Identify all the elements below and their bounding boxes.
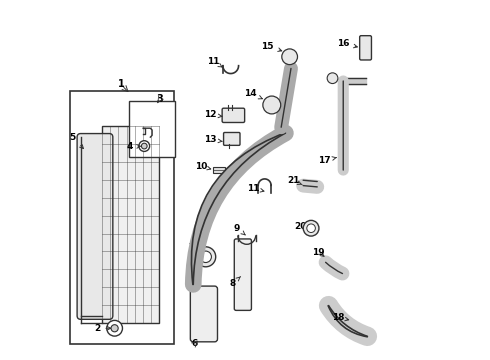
Circle shape bbox=[142, 143, 147, 149]
FancyBboxPatch shape bbox=[102, 126, 159, 323]
Text: 20: 20 bbox=[294, 222, 309, 231]
Circle shape bbox=[282, 49, 297, 64]
Circle shape bbox=[196, 247, 216, 267]
Text: 13: 13 bbox=[204, 135, 222, 144]
FancyBboxPatch shape bbox=[223, 132, 240, 145]
Circle shape bbox=[263, 96, 281, 114]
Text: 9: 9 bbox=[234, 224, 245, 235]
Text: 1: 1 bbox=[119, 78, 125, 89]
FancyBboxPatch shape bbox=[129, 102, 175, 157]
Circle shape bbox=[307, 224, 316, 233]
FancyBboxPatch shape bbox=[222, 108, 245, 122]
Text: 15: 15 bbox=[262, 41, 282, 51]
Text: 5: 5 bbox=[70, 132, 83, 149]
Text: 2: 2 bbox=[94, 324, 111, 333]
FancyBboxPatch shape bbox=[77, 134, 113, 319]
Circle shape bbox=[327, 73, 338, 84]
Text: 17: 17 bbox=[318, 156, 336, 165]
Text: 21: 21 bbox=[287, 176, 302, 185]
Circle shape bbox=[200, 251, 211, 262]
Text: 12: 12 bbox=[203, 111, 222, 120]
Text: 4: 4 bbox=[126, 142, 141, 151]
Polygon shape bbox=[213, 167, 225, 173]
Circle shape bbox=[111, 325, 118, 332]
Text: 11: 11 bbox=[207, 57, 222, 67]
Text: 18: 18 bbox=[332, 313, 348, 322]
Circle shape bbox=[107, 320, 122, 336]
Text: 14: 14 bbox=[244, 89, 262, 99]
Circle shape bbox=[303, 220, 319, 236]
FancyBboxPatch shape bbox=[360, 36, 371, 60]
Text: 6: 6 bbox=[192, 339, 198, 348]
FancyBboxPatch shape bbox=[234, 239, 251, 310]
Text: 16: 16 bbox=[337, 39, 357, 48]
Text: 7: 7 bbox=[189, 243, 195, 252]
Text: 10: 10 bbox=[195, 162, 211, 171]
Circle shape bbox=[139, 141, 149, 152]
Text: 8: 8 bbox=[229, 276, 241, 288]
Text: 19: 19 bbox=[312, 248, 325, 257]
FancyBboxPatch shape bbox=[70, 91, 173, 344]
Text: 11: 11 bbox=[247, 184, 264, 193]
Text: 3: 3 bbox=[156, 94, 163, 104]
FancyBboxPatch shape bbox=[190, 286, 218, 342]
